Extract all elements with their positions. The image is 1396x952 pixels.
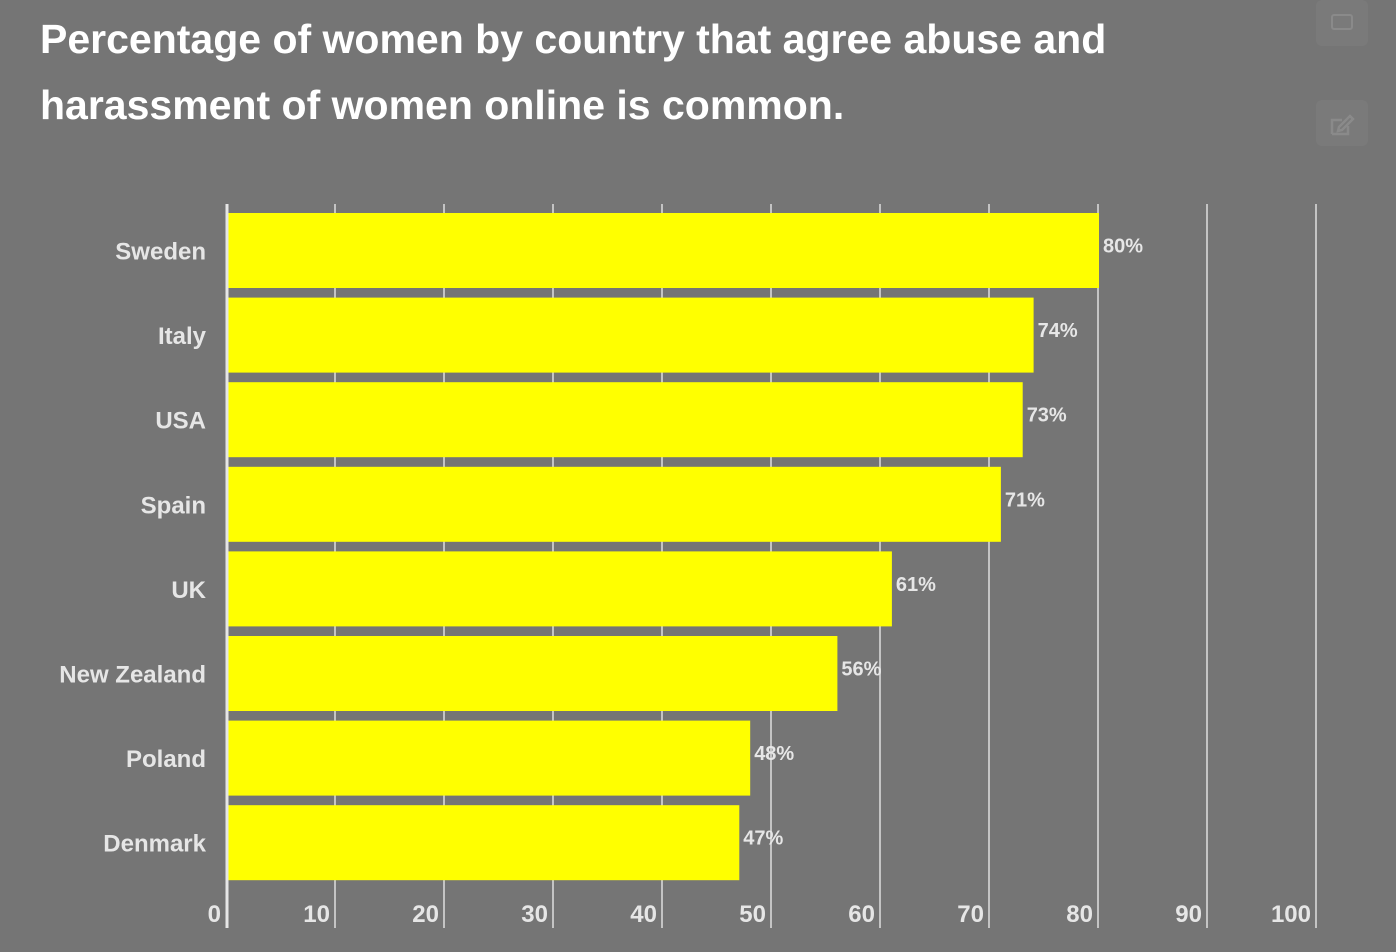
edit-button[interactable] — [1316, 100, 1368, 146]
bar — [227, 720, 751, 796]
bar — [227, 636, 838, 711]
bar — [227, 213, 1099, 288]
tick-label: 90 — [1175, 901, 1202, 928]
tick-label: 30 — [521, 901, 548, 928]
bar — [227, 805, 740, 881]
edit-icon — [1330, 114, 1355, 136]
share-icon — [1331, 14, 1353, 30]
bar — [227, 382, 1023, 458]
category-label: Spain — [141, 492, 206, 519]
tick-label: 50 — [739, 901, 766, 928]
tick-label: 0 — [208, 901, 221, 928]
data-label: 61% — [896, 574, 936, 596]
category-label: New Zealand — [59, 662, 206, 689]
tick-label: 40 — [630, 901, 657, 928]
data-label: 71% — [1005, 489, 1045, 511]
data-label: 56% — [841, 659, 881, 681]
data-label: 73% — [1027, 405, 1067, 427]
category-label: UK — [171, 577, 206, 604]
data-label: 48% — [754, 743, 794, 765]
category-label: Italy — [158, 323, 207, 350]
category-label: Poland — [126, 746, 206, 773]
share-button[interactable] — [1316, 0, 1368, 46]
tick-label: 60 — [848, 901, 875, 928]
side-controls — [1316, 0, 1368, 160]
category-label: Sweden — [115, 239, 206, 266]
chart-title: Percentage of women by country that agre… — [40, 16, 1107, 128]
data-label: 47% — [743, 828, 783, 850]
bar — [227, 297, 1034, 373]
tick-label: 20 — [412, 901, 439, 928]
tick-label: 100 — [1271, 901, 1311, 928]
category-label: USA — [155, 408, 206, 435]
category-label: Denmark — [103, 831, 206, 858]
bar — [227, 466, 1001, 542]
data-label: 80% — [1103, 236, 1143, 258]
bar — [227, 551, 892, 627]
tick-label: 10 — [303, 901, 330, 928]
tick-label: 70 — [957, 901, 984, 928]
tick-label: 80 — [1066, 901, 1093, 928]
data-label: 74% — [1038, 320, 1078, 342]
